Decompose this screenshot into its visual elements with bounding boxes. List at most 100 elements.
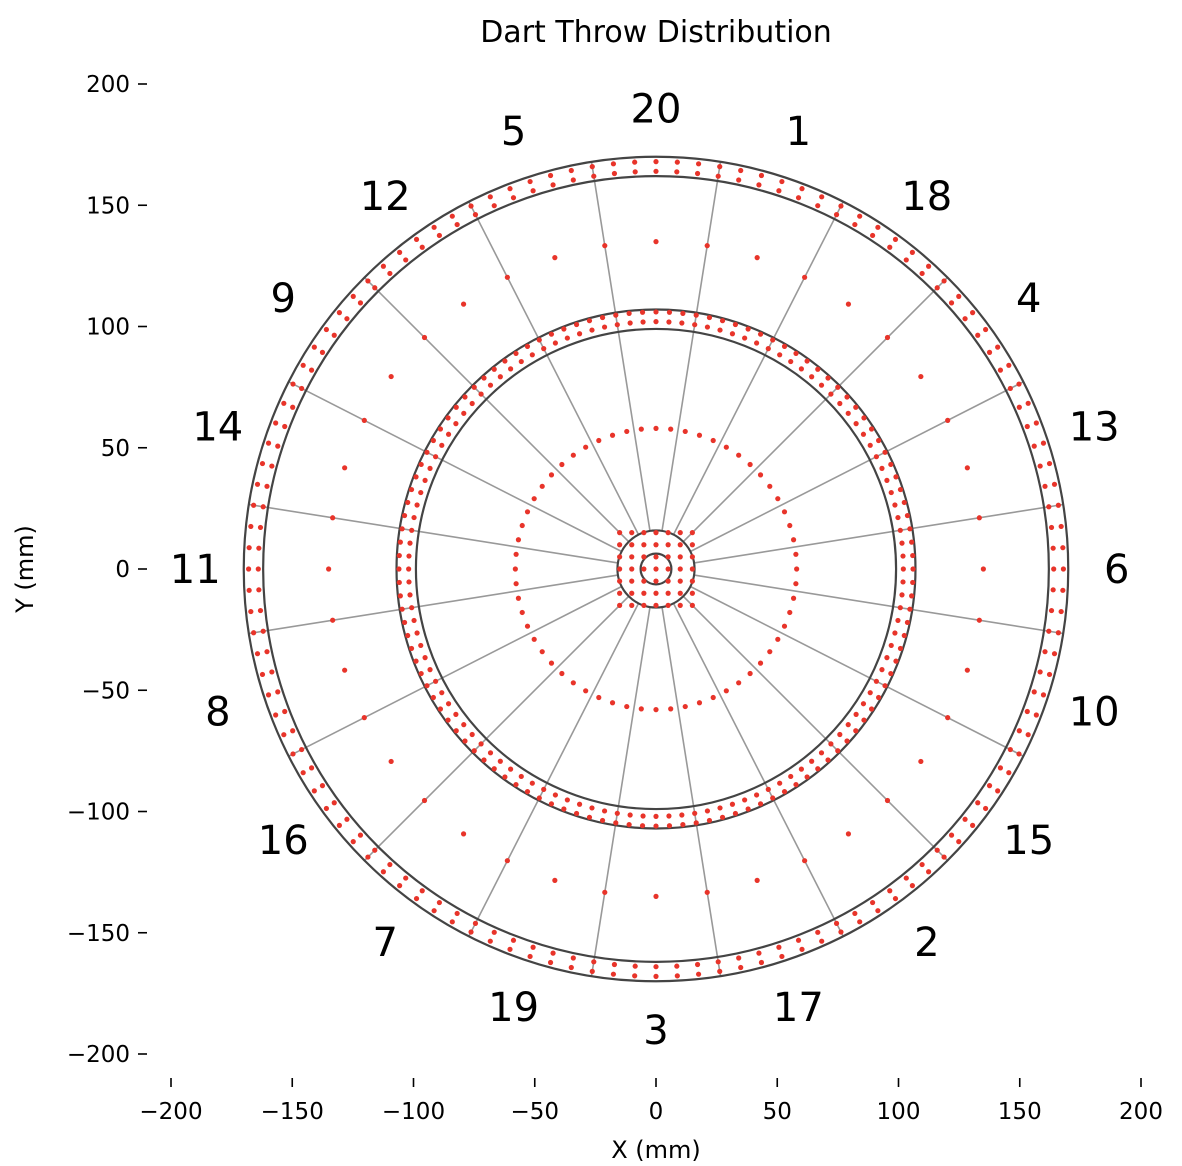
x-tick-label: −50 — [510, 1099, 559, 1125]
x-tick-label: 50 — [763, 1099, 792, 1125]
segment-wire — [288, 381, 623, 553]
y-axis-label: Y (mm) — [11, 525, 39, 614]
throw-point — [897, 527, 903, 533]
throw-point — [653, 590, 659, 596]
throw-point — [626, 822, 632, 828]
throw-point — [591, 173, 597, 179]
throw-point — [1007, 385, 1013, 392]
throw-point — [948, 300, 955, 306]
throw-point — [515, 595, 522, 601]
throw-point — [653, 707, 659, 713]
throw-point — [689, 566, 695, 572]
throw-point — [982, 805, 989, 812]
segment-wire — [689, 381, 1024, 553]
throw-point — [421, 334, 428, 341]
throw-point — [539, 483, 545, 489]
throw-point — [323, 805, 330, 812]
throw-point — [653, 893, 659, 899]
throw-point — [653, 973, 659, 980]
throw-point — [962, 816, 968, 822]
throw-point — [1007, 746, 1013, 753]
throw-point — [344, 816, 350, 822]
throw-point — [405, 632, 411, 639]
throw-point — [449, 213, 455, 219]
throw-point — [776, 188, 782, 194]
throw-point — [781, 343, 788, 349]
throw-point — [617, 542, 623, 548]
segment-wire — [682, 276, 949, 543]
throw-point — [403, 257, 409, 263]
throw-point — [311, 344, 317, 350]
throw-point — [436, 232, 442, 239]
throw-point — [941, 278, 947, 284]
throw-point — [248, 608, 254, 615]
throw-point — [910, 552, 916, 559]
throw-point — [693, 312, 699, 318]
throw-point — [757, 801, 764, 807]
throw-point — [892, 236, 899, 243]
throw-point — [524, 623, 531, 629]
throw-point — [653, 159, 659, 165]
throw-point — [640, 319, 646, 325]
throw-point — [867, 690, 873, 696]
throw-point — [1016, 728, 1022, 734]
throw-point — [802, 858, 808, 864]
axes: −200 −150 −100 −50 0 50 100 150 200−200−150−100−… — [67, 72, 1163, 1125]
throw-point — [246, 566, 252, 572]
throw-point — [1055, 502, 1061, 508]
throw-point — [254, 481, 261, 487]
throw-point — [742, 797, 748, 803]
segment-label: 5 — [501, 109, 526, 155]
throw-point — [624, 703, 630, 710]
throw-point — [561, 326, 567, 332]
throw-point — [629, 554, 635, 560]
segment-wire — [682, 595, 949, 862]
throw-point — [665, 578, 671, 584]
throw-point — [601, 808, 608, 814]
throw-point — [478, 741, 484, 747]
throw-point — [508, 366, 514, 372]
throw-point — [756, 950, 762, 956]
throw-point — [513, 581, 519, 587]
throw-point — [945, 417, 951, 423]
throw-point — [624, 428, 630, 435]
y-tick-label: −200 — [67, 1042, 130, 1068]
throw-point — [323, 326, 330, 333]
throw-point — [945, 715, 951, 721]
throw-point — [460, 301, 467, 307]
throw-point — [835, 748, 841, 754]
ring-wire — [639, 552, 673, 586]
throw-point — [260, 504, 266, 510]
throw-point — [422, 655, 428, 661]
segment-wire — [288, 585, 623, 757]
throw-point — [350, 839, 356, 845]
throw-point — [1046, 628, 1052, 634]
x-axis-label: X (mm) — [611, 1136, 701, 1164]
throw-point — [888, 670, 894, 677]
throw-point — [254, 651, 261, 657]
throw-point — [799, 946, 805, 952]
throw-point — [453, 728, 459, 734]
throw-point — [401, 619, 408, 626]
throw-point — [265, 440, 272, 446]
throw-point — [715, 173, 721, 179]
throw-point — [787, 522, 793, 529]
throw-point — [860, 701, 867, 707]
throw-point — [995, 344, 1001, 350]
throw-point — [815, 203, 821, 209]
throw-point — [290, 728, 296, 734]
throw-point — [1006, 362, 1012, 368]
throw-point — [418, 489, 424, 496]
throw-point — [519, 609, 525, 616]
throw-point — [793, 350, 799, 357]
throw-point — [257, 524, 264, 531]
throw-point — [290, 751, 296, 757]
throw-point — [837, 731, 843, 738]
throw-point — [679, 320, 685, 326]
throw-point — [738, 167, 744, 174]
throw-point — [653, 309, 659, 315]
throw-point — [513, 350, 519, 357]
throw-point — [388, 373, 394, 380]
throw-point — [665, 542, 671, 548]
throw-point — [397, 539, 403, 545]
